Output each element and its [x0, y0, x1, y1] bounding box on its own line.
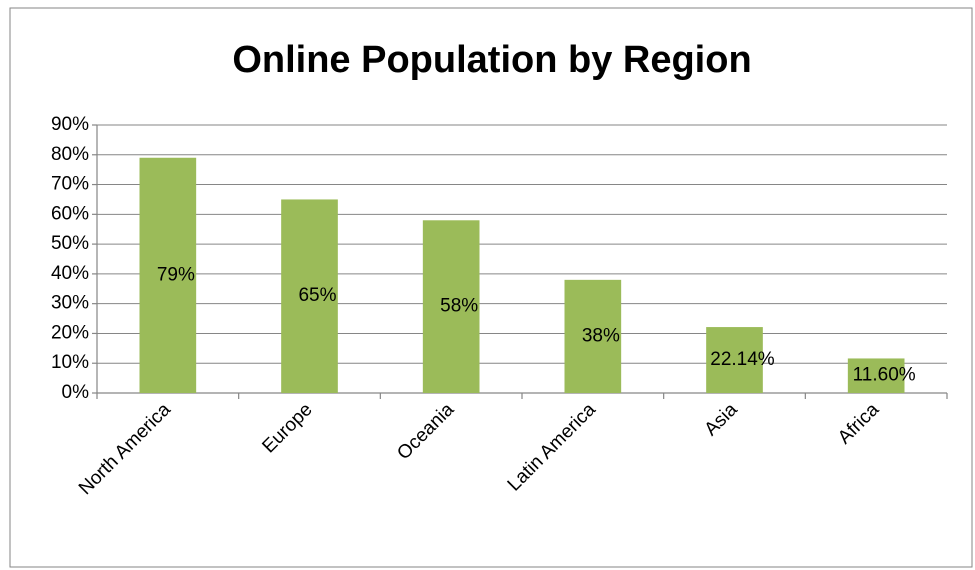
- bar: [422, 220, 480, 393]
- y-tick-label: 10%: [51, 352, 89, 373]
- bar: [139, 157, 197, 393]
- y-tick-label: 0%: [62, 382, 90, 403]
- data-label: 58%: [440, 296, 478, 317]
- bar: [281, 199, 338, 393]
- y-tick-label: 90%: [51, 114, 89, 135]
- data-label: 79%: [157, 264, 195, 285]
- y-tick-label: 40%: [51, 263, 89, 284]
- y-tick-label: 60%: [51, 203, 89, 224]
- bar: [564, 279, 622, 393]
- y-tick-label: 70%: [51, 174, 89, 195]
- data-label: 65%: [298, 285, 336, 306]
- y-tick-label: 80%: [51, 144, 89, 165]
- y-tick-label: 30%: [51, 293, 89, 314]
- y-tick-label: 50%: [51, 233, 89, 254]
- data-label: 38%: [582, 325, 620, 346]
- data-label: 11.60%: [853, 365, 916, 386]
- bar: [706, 327, 763, 393]
- data-label: 22.14%: [710, 349, 775, 370]
- bar: [847, 358, 905, 393]
- y-tick-label: 20%: [51, 322, 89, 343]
- chart-title: Online Population by Region: [232, 39, 751, 81]
